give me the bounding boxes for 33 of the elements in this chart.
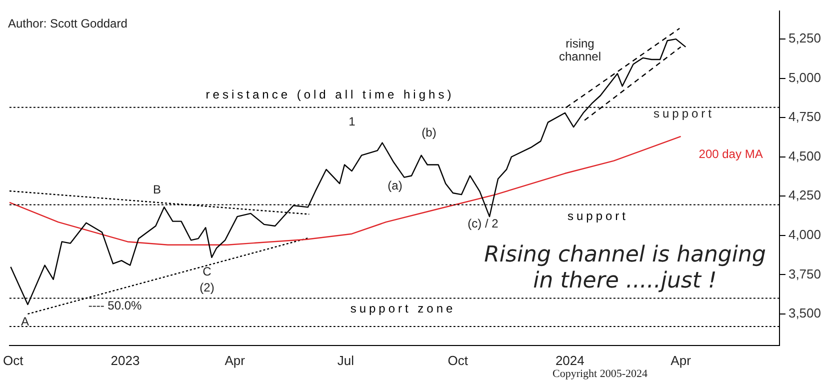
annotation: (2) [200,280,214,294]
x-tick-label: Apr [670,352,692,368]
annotation: C [202,264,212,278]
y-tick-label: 3,500 [788,306,822,321]
y-tick-label: 4,000 [788,227,822,242]
y-tick-label: 5,000 [788,70,822,85]
x-tick-label: 2023 [110,352,140,368]
annotation: (b) [422,125,436,140]
text: Copyright 2005-2024 [552,368,648,380]
annotation: Author: Scott Goddard [8,16,128,30]
ref-line-label: resistance (old all time highs) [206,88,454,102]
annotation: support [653,106,715,120]
x-tick-label: Oct [2,352,24,368]
annotation: B [152,182,162,196]
y-tick-label: 5,250 [788,30,822,46]
ref-line-label: support zone [350,302,456,316]
y-tick-label: 4,250 [788,188,822,203]
x-tick-label: 2024 [555,352,584,368]
series-label: 200 day MA [698,146,763,161]
annotation: ---- 50.0% [88,298,142,312]
ref-line-label: support [567,209,629,224]
x-tick-label: Oct [448,352,468,368]
annotation: 1 [348,114,356,128]
y-tick-label: 3,750 [788,266,822,282]
annotation: (c) / 2 [468,216,499,230]
annotation: Rising channel is hanging in there .....just ! [484,242,766,294]
x-tick-label: Jul [337,352,354,368]
x-tick-label: Apr [224,352,246,368]
annotation: A [20,314,30,328]
y-tick-label: 4,500 [788,148,822,164]
annotation: (a) [388,178,402,192]
annotation: rising channel [558,36,602,64]
y-tick-label: 4,750 [788,109,822,124]
